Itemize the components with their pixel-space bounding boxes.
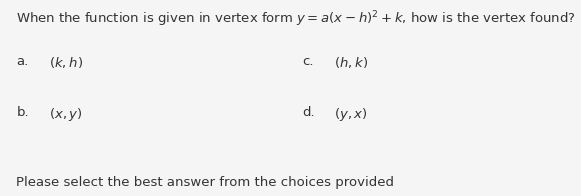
Text: Please select the best answer from the choices provided: Please select the best answer from the c…	[16, 176, 394, 189]
Text: a.: a.	[16, 55, 28, 68]
Text: $(k, h)$: $(k, h)$	[49, 55, 84, 70]
Text: $(y, x)$: $(y, x)$	[334, 106, 368, 123]
Text: When the function is given in vertex form $y = a(x - h)^2 + k$, how is the verte: When the function is given in vertex for…	[16, 10, 576, 29]
Text: $(h, k)$: $(h, k)$	[334, 55, 368, 70]
Text: $(x, y)$: $(x, y)$	[49, 106, 83, 123]
Text: c.: c.	[302, 55, 314, 68]
Text: d.: d.	[302, 106, 315, 119]
Text: b.: b.	[16, 106, 29, 119]
